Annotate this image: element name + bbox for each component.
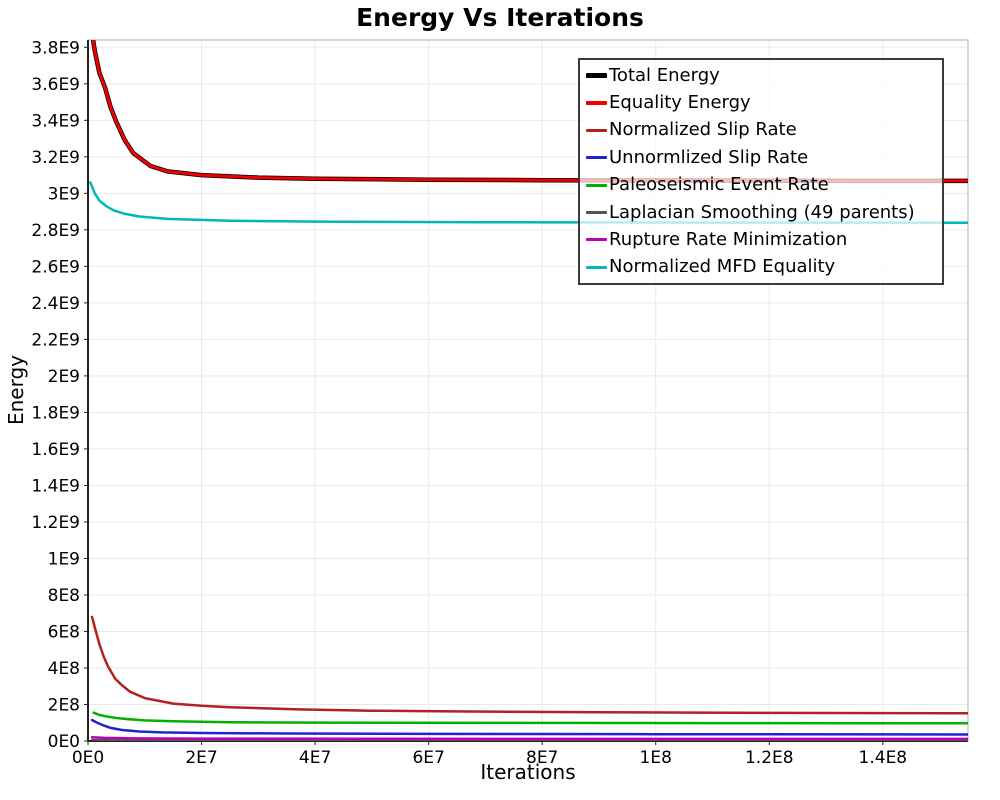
x-tick-label: 1E8 bbox=[640, 748, 672, 768]
x-tick-label: 1.2E8 bbox=[745, 748, 794, 768]
legend-swatch bbox=[586, 101, 607, 106]
legend-label: Normalized Slip Rate bbox=[609, 119, 797, 141]
y-tick-label: 4E8 bbox=[48, 659, 80, 679]
y-tick-label: 8E8 bbox=[48, 586, 80, 606]
legend-label: Rupture Rate Minimization bbox=[609, 228, 848, 250]
legend-label: Total Energy bbox=[609, 64, 720, 86]
legend-label: Equality Energy bbox=[609, 92, 751, 114]
y-tick-label: 2E9 bbox=[48, 367, 80, 387]
y-tick-label: 0E0 bbox=[48, 732, 80, 752]
x-tick-label: 2E7 bbox=[185, 748, 217, 768]
legend-swatch bbox=[586, 73, 607, 79]
y-tick-label: 1E9 bbox=[48, 549, 80, 569]
legend-swatch bbox=[586, 128, 607, 132]
x-axis-label: Iterations bbox=[480, 760, 576, 784]
x-tick-label: 1.4E8 bbox=[859, 748, 908, 768]
y-tick-label: 2E8 bbox=[48, 695, 80, 715]
series-unnormalized_slip_rate bbox=[90, 718, 968, 736]
chart-title: Energy Vs Iterations bbox=[356, 3, 644, 32]
series-paleoseismic_event_rate bbox=[92, 711, 968, 725]
legend-item-laplacian_smoothing: Laplacian Smoothing (49 parents) bbox=[586, 201, 940, 223]
legend-label: Laplacian Smoothing (49 parents) bbox=[609, 201, 915, 223]
legend-item-equality_energy: Equality Energy bbox=[586, 94, 940, 112]
legend-swatch bbox=[586, 238, 607, 242]
series-lines bbox=[89, 40, 968, 741]
y-tick-label: 2.4E9 bbox=[31, 294, 80, 314]
legend-swatch bbox=[586, 183, 607, 187]
series-equality_energy bbox=[91, 40, 968, 183]
y-tick-label: 3.2E9 bbox=[31, 148, 80, 168]
tick-labels: 0E0 2E8 4E8 6E8 8E8 1E9 1.2E9 1.4E9 1.6E9 1.8E9 2E… bbox=[31, 38, 907, 768]
legend: Total Energy Equality Energy Normalized Sl… bbox=[578, 58, 944, 285]
y-tick-label: 2.6E9 bbox=[31, 257, 80, 277]
y-tick-label: 3E9 bbox=[48, 184, 80, 204]
legend-label: Unnormlized Slip Rate bbox=[609, 146, 809, 168]
y-tick-label: 1.4E9 bbox=[31, 476, 80, 496]
series-normalized_slip_rate bbox=[90, 615, 968, 715]
y-tick-label: 1.8E9 bbox=[31, 403, 80, 423]
y-tick-label: 3.6E9 bbox=[31, 75, 80, 95]
legend-label: Normalized MFD Equality bbox=[609, 256, 836, 278]
legend-item-normalized_mfd_equality: Normalized MFD Equality bbox=[586, 258, 940, 276]
y-tick-label: 6E8 bbox=[48, 622, 80, 642]
legend-item-total_energy: Total Energy bbox=[586, 64, 940, 86]
legend-item-unnormalized_slip_rate: Unnormlized Slip Rate bbox=[586, 146, 940, 168]
legend-label: Paleoseismic Event Rate bbox=[609, 174, 829, 196]
x-tick-label: 4E7 bbox=[299, 748, 331, 768]
y-tick-label: 3.4E9 bbox=[31, 111, 80, 131]
series-laplacian_smoothing bbox=[91, 738, 968, 741]
y-tick-label: 3.8E9 bbox=[31, 38, 80, 58]
series-normalized_mfd_equality bbox=[89, 181, 968, 224]
x-tick-label: 0E0 bbox=[72, 748, 104, 768]
x-tick-label: 8E7 bbox=[526, 748, 558, 768]
y-tick-label: 1.2E9 bbox=[31, 513, 80, 533]
legend-item-normalized_slip_rate: Normalized Slip Rate bbox=[586, 121, 940, 139]
legend-swatch bbox=[586, 265, 607, 269]
legend-swatch bbox=[586, 156, 607, 160]
y-tick-label: 2.2E9 bbox=[31, 330, 80, 350]
legend-swatch bbox=[586, 211, 607, 215]
y-tick-label: 1.6E9 bbox=[31, 440, 80, 460]
y-axis-label: Energy bbox=[4, 354, 28, 426]
series-rupture_rate_minimization bbox=[90, 735, 968, 741]
y-tick-label: 2.8E9 bbox=[31, 221, 80, 241]
x-tick-label: 6E7 bbox=[412, 748, 444, 768]
legend-item-rupture_rate_minimization: Rupture Rate Minimization bbox=[586, 228, 940, 250]
legend-item-paleoseismic_event_rate: Paleoseismic Event Rate bbox=[586, 176, 940, 194]
